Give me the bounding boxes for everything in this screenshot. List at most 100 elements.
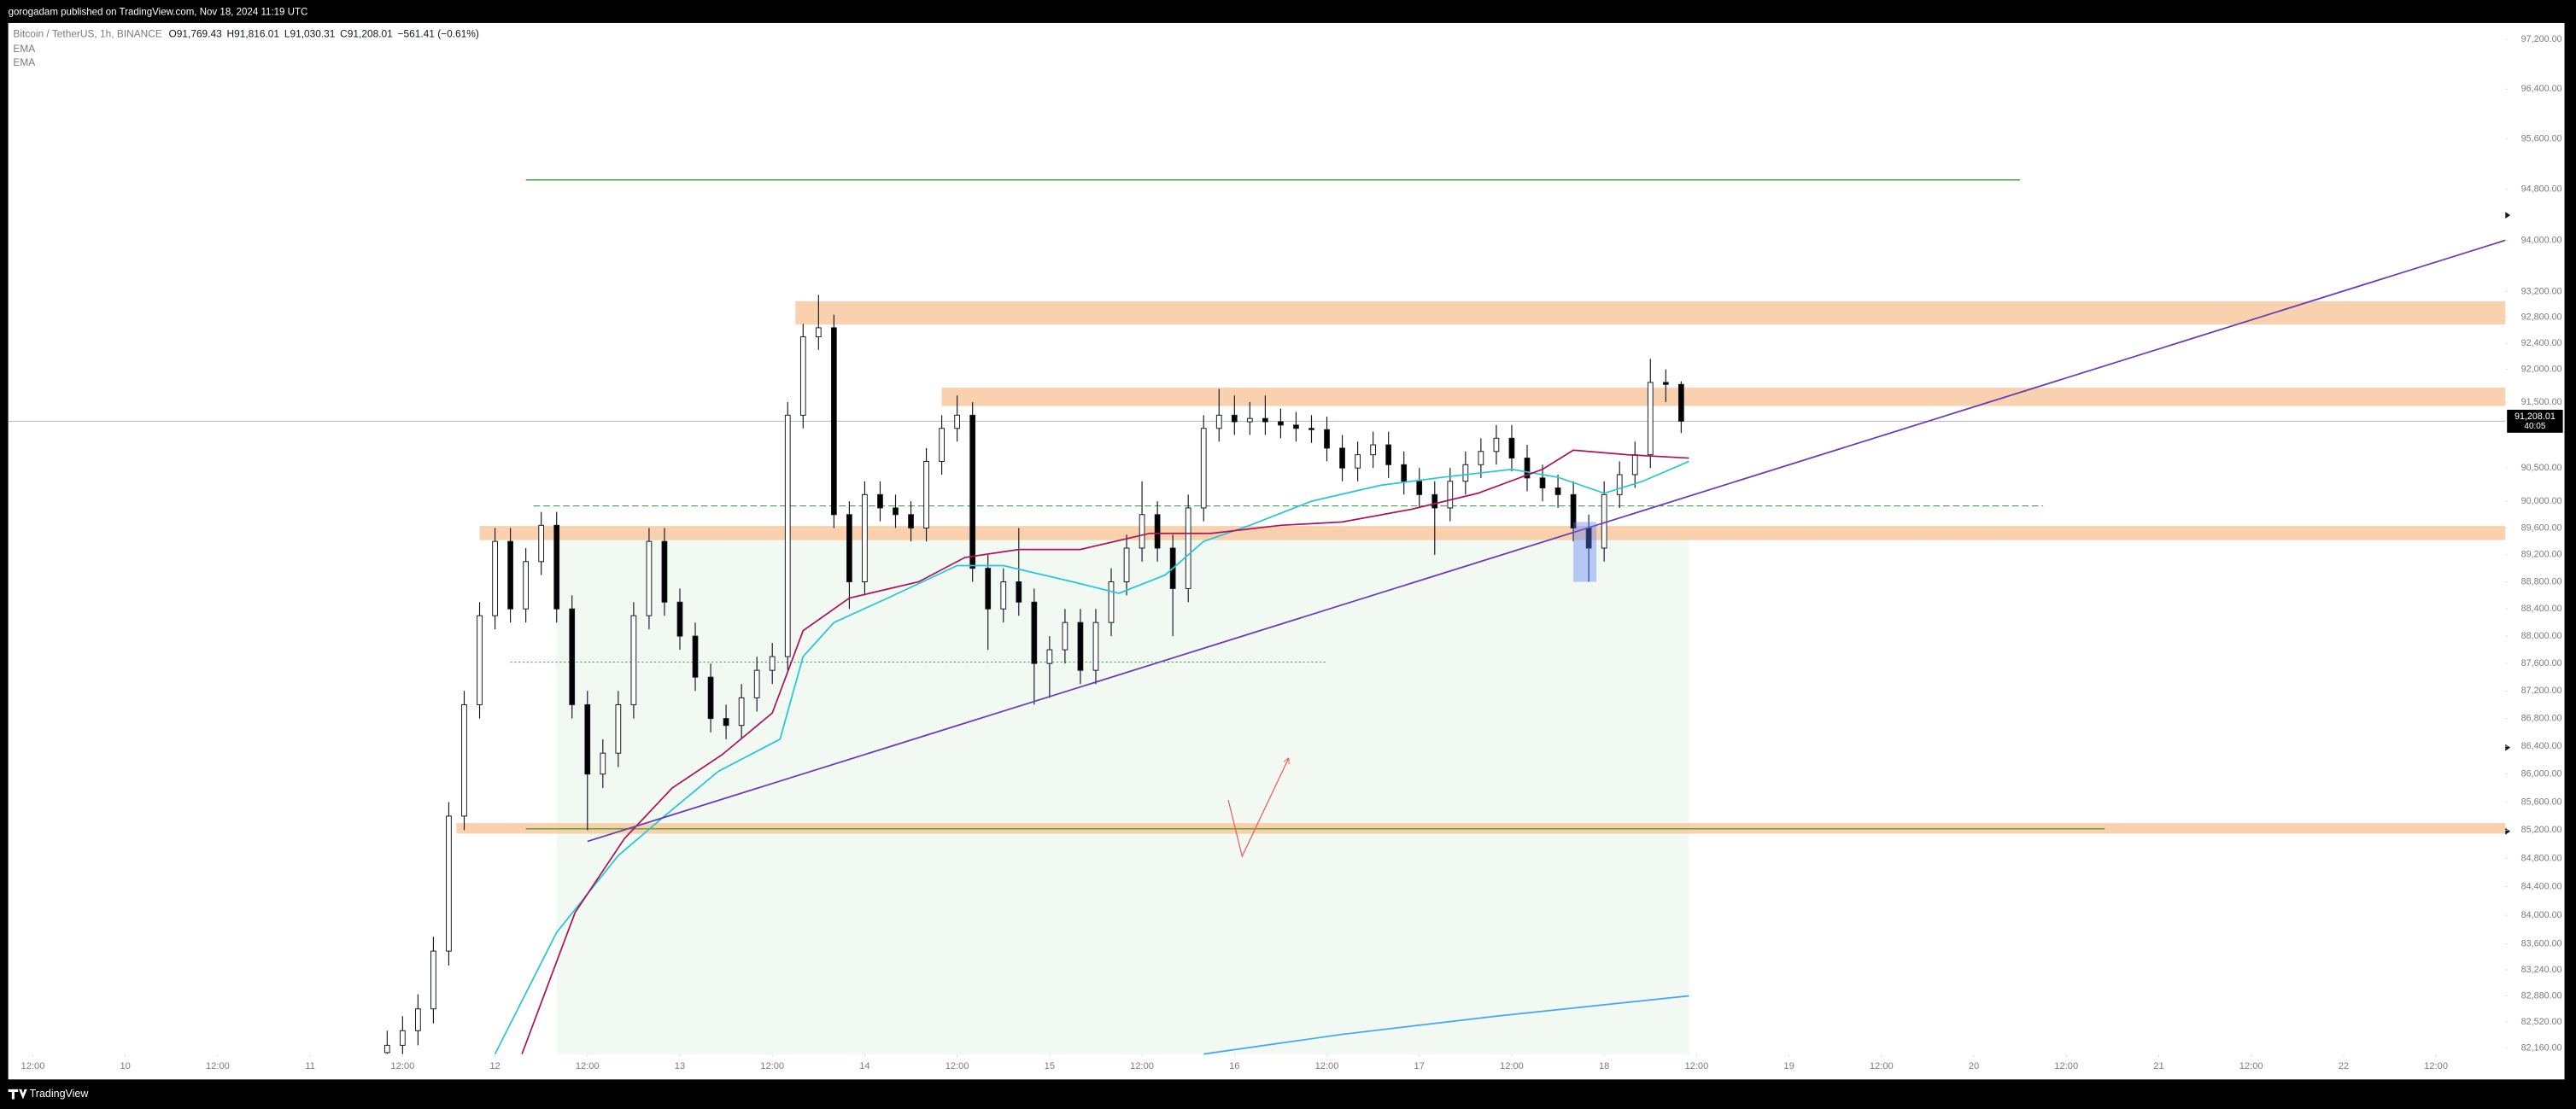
y-tick-label: 96,400.00	[2521, 84, 2562, 94]
indicator-line	[521, 449, 1689, 1054]
y-tick-label: 85,200.00	[2521, 825, 2562, 835]
candle-body	[1185, 507, 1191, 589]
candle-body	[600, 752, 606, 775]
candle-body	[1200, 428, 1207, 509]
candle-body	[846, 514, 852, 582]
candle-body	[1539, 477, 1546, 489]
candle-body	[492, 540, 498, 616]
x-tick-label: 11	[305, 1061, 315, 1071]
legend-entry: EMA	[13, 43, 35, 55]
y-tick-label: 89,200.00	[2521, 550, 2562, 560]
legend-value: H91,816.01	[227, 28, 280, 40]
candle-body	[1524, 458, 1531, 479]
candle-body	[461, 703, 467, 817]
x-tick-label: 12:00	[1870, 1061, 1894, 1071]
y-tick-label: 91,500.00	[2521, 397, 2562, 407]
candle-body	[1431, 493, 1438, 509]
candle-body	[584, 703, 591, 775]
candle-body	[1246, 417, 1253, 423]
candle-body	[1077, 622, 1084, 671]
candle-body	[1308, 428, 1314, 430]
candle-body	[430, 950, 436, 1010]
candle-body	[569, 608, 576, 705]
x-tick-label: 15	[1045, 1061, 1055, 1071]
candle-body	[507, 540, 513, 610]
candle-body	[630, 615, 637, 705]
y-tick-label: 84,800.00	[2521, 853, 2562, 863]
plot-area	[8, 179, 2506, 1055]
x-tick-label: 14	[859, 1061, 869, 1071]
candle-body	[862, 493, 868, 582]
candle-body	[1278, 421, 1284, 426]
y-tick-label: 94,800.00	[2521, 184, 2562, 195]
candle-body	[1616, 474, 1623, 495]
candle-body	[415, 1008, 421, 1031]
candle-body	[769, 656, 776, 671]
candle-body	[538, 524, 545, 563]
candle-body	[1154, 514, 1161, 549]
candle-body	[1293, 424, 1299, 429]
candle-body	[692, 635, 699, 678]
price-tag-label: 91,208.01	[2515, 411, 2556, 422]
y-tick-label: 92,000.00	[2521, 364, 2562, 374]
candle-body	[923, 460, 929, 528]
candle-body	[1046, 649, 1053, 664]
y-tick-label: 84,000.00	[2521, 910, 2562, 920]
legend-value: C91,208.01	[340, 28, 393, 40]
y-tick-label: 86,400.00	[2521, 741, 2562, 751]
y-tick-label: 95,600.00	[2521, 134, 2562, 144]
x-tick-label: 12:00	[760, 1061, 784, 1071]
y-tick-label: 88,000.00	[2521, 631, 2562, 641]
candle-body	[1401, 464, 1408, 482]
candle-body	[399, 1030, 406, 1046]
candle-body	[985, 568, 992, 610]
candle-body	[1231, 414, 1238, 423]
x-tick-label: 18	[1599, 1061, 1609, 1071]
y-tick-label: 88,800.00	[2521, 576, 2562, 587]
candle-body	[1339, 447, 1345, 469]
x-tick-label: 13	[675, 1061, 685, 1071]
candle-body	[446, 815, 452, 952]
y-tick-label: 89,600.00	[2521, 522, 2562, 533]
candle-body	[1123, 547, 1130, 582]
price-tag-countdown: 40:05	[2524, 422, 2545, 431]
candle-body	[477, 615, 483, 705]
candle-body	[1570, 493, 1577, 528]
candle-body	[1092, 622, 1099, 671]
candle-body	[615, 703, 622, 754]
zone	[479, 526, 2506, 540]
x-tick-label: 12:00	[2424, 1061, 2448, 1071]
candle-body	[908, 514, 914, 528]
legend-symbol: Bitcoin / TetherUS, 1h, BINANCE	[13, 28, 161, 40]
y-tick-label: 85,600.00	[2521, 797, 2562, 807]
y-tick-label: 82,520.00	[2521, 1017, 2562, 1027]
candle-body	[1416, 481, 1423, 495]
legend-value: L91,030.31	[284, 28, 336, 40]
y-tick-label: 88,400.00	[2521, 604, 2562, 614]
x-tick-label: 12:00	[946, 1061, 969, 1071]
candle-body	[383, 1044, 390, 1054]
y-tick-label: 92,800.00	[2521, 312, 2562, 323]
y-tick-label: 86,000.00	[2521, 769, 2562, 779]
x-tick-label: 16	[1229, 1061, 1239, 1071]
publish-header: gorogadam published on TradingView.com, …	[9, 7, 308, 17]
x-tick-label: 10	[120, 1061, 130, 1071]
y-tick-label: 87,600.00	[2521, 658, 2562, 668]
y-tick-label: 84,400.00	[2521, 882, 2562, 892]
candle-body	[877, 493, 883, 509]
legend-value: −561.41 (−0.61%)	[398, 28, 479, 40]
candle-body	[1677, 383, 1684, 422]
x-tick-label: 12:00	[2054, 1061, 2078, 1071]
candle-body	[1447, 481, 1454, 509]
y-tick-label: 86,800.00	[2521, 713, 2562, 723]
y-tick-label: 82,880.00	[2521, 990, 2562, 1001]
candle-body	[1385, 444, 1392, 465]
candle-body	[1062, 622, 1068, 651]
trendline	[587, 239, 2506, 843]
candle-body	[553, 524, 560, 610]
candle-body	[1324, 429, 1330, 449]
y-tick-label: 97,200.00	[2521, 34, 2562, 44]
candle-body	[954, 414, 961, 429]
footer-logo	[8, 1089, 27, 1100]
